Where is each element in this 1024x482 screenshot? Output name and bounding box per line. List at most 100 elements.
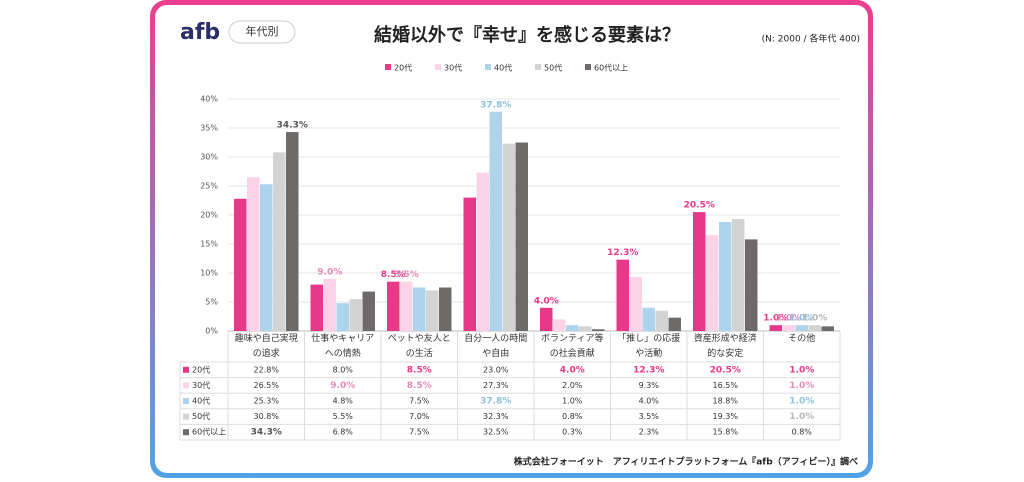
data-label: 8.5% [381, 270, 406, 280]
table-value: 37.8% [480, 397, 511, 407]
legend-label: 40代 [494, 63, 512, 73]
chart-title: 結婚以外で『幸せ』を感じる要素は？ [374, 24, 680, 46]
bar [769, 325, 782, 331]
data-label: 34.3% [277, 121, 308, 131]
tag-box [228, 20, 296, 44]
bar [642, 307, 655, 331]
y-tick-label: 35% [200, 124, 218, 133]
data-label: 37.8% [480, 100, 511, 110]
bar [629, 277, 642, 331]
x-tick-label: 自分一人の時間や自由 [464, 334, 528, 359]
table-value: 32.3% [483, 412, 509, 421]
bar [566, 325, 579, 331]
table-value: 8.0% [333, 365, 354, 374]
table-value: 4.8% [333, 397, 354, 406]
data-label: 20.5% [684, 201, 715, 211]
bar [655, 310, 668, 331]
x-tick-label: ボランティア等の社会貢献 [541, 334, 604, 359]
bar [553, 319, 566, 331]
tag: 年代別 [246, 24, 279, 38]
y-tick-label: 40% [200, 95, 218, 104]
table-value: 12.3% [633, 365, 664, 375]
table-value: 25.3% [254, 397, 280, 406]
bar [515, 142, 528, 331]
x-tick-label: 趣味や自己実現の追求 [234, 334, 298, 359]
table-value: 3.5% [639, 412, 660, 421]
bar [273, 152, 286, 331]
bar [502, 143, 515, 331]
table-value: 1.0% [562, 397, 583, 406]
legend-label: 60代以上 [594, 63, 628, 73]
legend-swatch [485, 64, 491, 70]
table-value: 19.3% [713, 412, 739, 421]
footer: 株式会社フォーイット アフィリエイトプラットフォーム『afb（アフィビー）』調べ [514, 456, 858, 468]
legend-swatch [435, 64, 441, 70]
row-header: 40代 [192, 396, 210, 406]
row-swatch [183, 429, 189, 436]
legend-swatch [535, 64, 541, 70]
data-label: 1.0% [789, 314, 814, 324]
note: (N: 2000 / 各年代 400) [762, 33, 860, 45]
data-label: 12.3% [607, 248, 638, 258]
table-value: 9.0% [330, 381, 355, 391]
table-value: 1.0% [789, 412, 814, 422]
bar [336, 303, 349, 331]
table-value: 9.3% [639, 381, 660, 390]
bar [489, 111, 502, 331]
legend-label: 30代 [444, 63, 462, 73]
data-label: 9.0% [317, 267, 342, 277]
bar [592, 329, 605, 331]
legend-label: 50代 [544, 63, 562, 73]
bar [310, 284, 323, 331]
y-tick-label: 20% [200, 211, 218, 220]
y-tick-label: 10% [200, 269, 218, 278]
bar [439, 287, 452, 331]
row-header: 50代 [192, 411, 210, 421]
bar [732, 219, 745, 331]
x-tick-label: 資産形成や経済的な安定 [693, 334, 757, 359]
y-tick-label: 30% [200, 153, 218, 162]
bar [463, 197, 476, 331]
bar [260, 184, 273, 331]
table-value: 16.5% [713, 381, 739, 390]
x-tick-label: その他 [788, 334, 816, 344]
table-value: 7.5% [409, 397, 430, 406]
bar [616, 259, 629, 331]
table-value: 4.0% [560, 365, 585, 375]
table-value: 26.5% [254, 381, 280, 390]
table-value: 8.5% [407, 381, 432, 391]
x-tick-label: 「推し」の応援や活動 [617, 334, 681, 359]
table-value: 0.8% [562, 412, 583, 421]
table-value: 32.5% [483, 428, 509, 437]
table-value: 2.0% [562, 381, 583, 390]
row-swatch [183, 382, 189, 389]
bar [426, 290, 439, 331]
table-value: 1.0% [789, 365, 814, 375]
bar [579, 326, 592, 331]
bar [719, 221, 732, 331]
table-value: 23.0% [483, 365, 509, 374]
bar [400, 281, 413, 331]
y-tick-label: 15% [200, 240, 218, 249]
bar [693, 212, 706, 331]
x-tick-label: 仕事やキャリアへの情熱 [311, 334, 375, 359]
row-header: 30代 [192, 380, 210, 390]
legend-swatch [585, 64, 591, 70]
table-value: 8.5% [407, 365, 432, 375]
bar [234, 198, 247, 331]
table-value: 18.8% [713, 397, 739, 406]
bar [387, 281, 400, 331]
table-value: 0.8% [792, 428, 813, 437]
bar [286, 132, 299, 331]
bar [349, 299, 362, 331]
table-value: 7.5% [409, 428, 430, 437]
data-label: 1.0% [802, 314, 827, 324]
table-value: 1.0% [789, 381, 814, 391]
data-label: 4.0% [534, 296, 559, 306]
table-value: 30.8% [254, 412, 280, 421]
table-value: 6.8% [333, 428, 354, 437]
table-value: 22.8% [254, 365, 280, 374]
bar [821, 326, 834, 331]
row-swatch [183, 398, 189, 404]
